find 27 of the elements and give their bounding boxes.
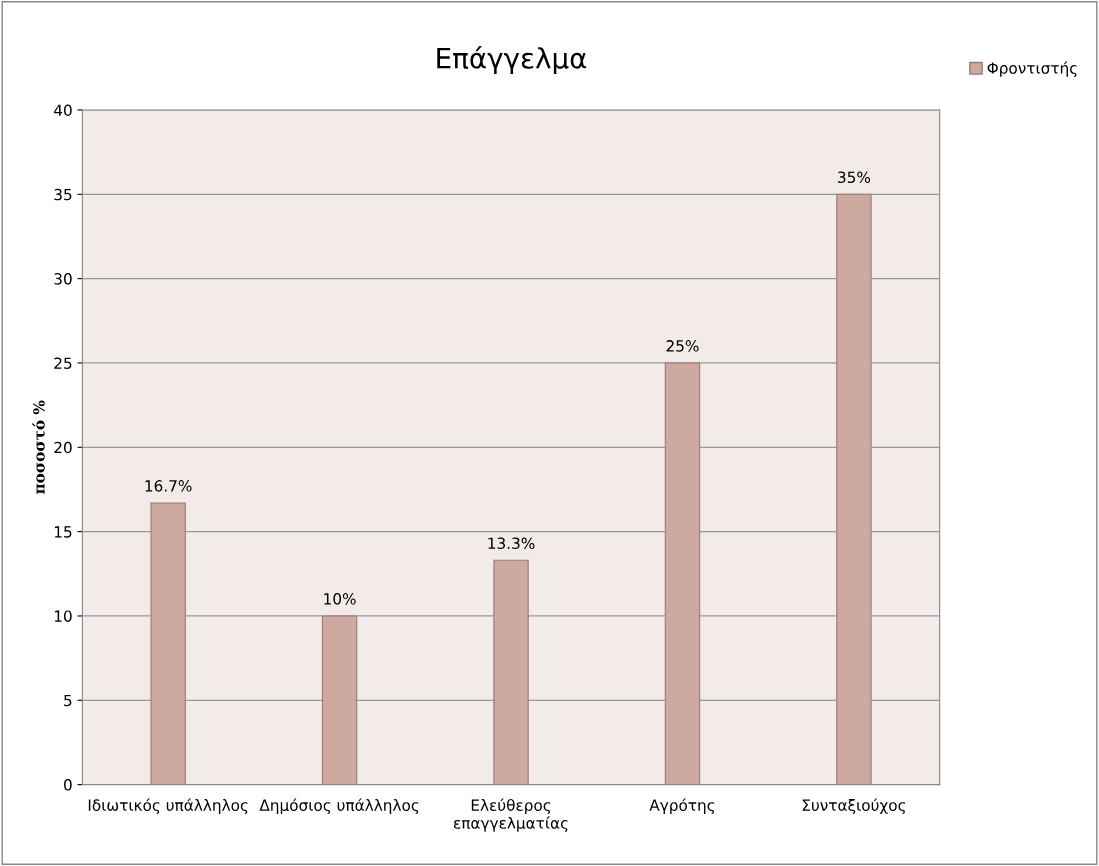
x-tick-label: Αγρότης [649, 798, 715, 814]
y-tick-label: 35 [54, 188, 72, 201]
y-tick-label: 5 [64, 694, 72, 707]
bar [493, 559, 529, 785]
x-tick-label: Συνταξιούχος [802, 798, 906, 814]
data-label: 13.3% [488, 537, 535, 549]
bar [321, 615, 358, 785]
data-label: 10% [324, 593, 356, 605]
data-label: 16.7% [145, 480, 192, 492]
data-label: 25% [666, 340, 699, 352]
chart-title: Επάγγελμα [437, 46, 587, 75]
y-tick-label: 25 [54, 357, 72, 369]
y-tick-label: 10 [54, 610, 72, 622]
x-tick-label: Δημόσιος υπάλληλος [259, 798, 419, 814]
x-tick-label: Ιδιωτικός υπάλληλος [88, 798, 248, 814]
y-tick-label: 20 [54, 441, 72, 454]
y-tick-label: 40 [54, 104, 72, 116]
legend-label: Φροντιστής [987, 61, 1077, 77]
bar [836, 193, 872, 785]
bar [150, 502, 186, 785]
y-tick-label: 15 [54, 526, 72, 538]
x-tick-label: Ελεύθερος επαγγελματίας [453, 798, 568, 832]
bar [664, 362, 701, 785]
data-label: 35% [838, 171, 871, 184]
y-axis-title: ποσοστό % [32, 400, 45, 494]
y-tick-label: 0 [63, 779, 72, 791]
y-tick-label: 30 [54, 273, 72, 285]
